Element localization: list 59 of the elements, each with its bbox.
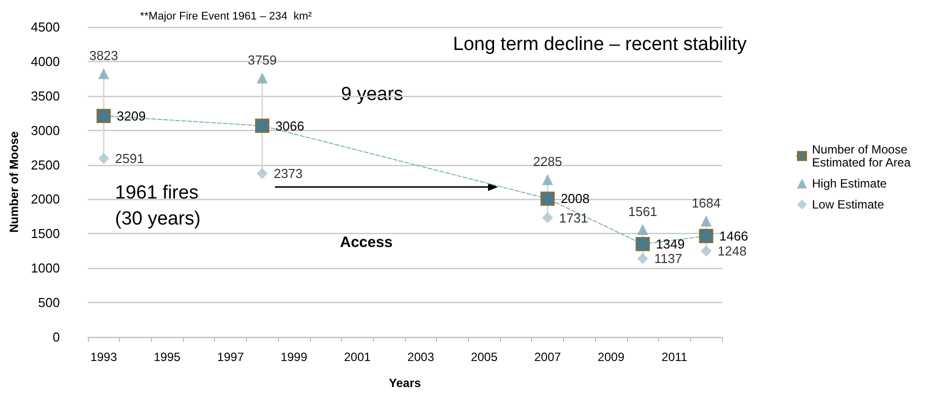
y-tick-label: 2000 — [30, 192, 60, 207]
data-label: 3066 — [275, 118, 304, 134]
y-tick-label: 4000 — [30, 54, 60, 69]
legend-label: Number of Moose Estimated for Area — [812, 142, 912, 170]
data-label: 3759 — [248, 52, 277, 68]
point — [255, 118, 270, 133]
x-tick-label: 2007 — [534, 350, 562, 364]
point — [98, 68, 110, 80]
point — [700, 246, 712, 257]
x-tick-label: 1999 — [280, 350, 308, 364]
data-label: 2008 — [560, 191, 590, 206]
point — [542, 174, 554, 186]
annotation: Access — [340, 234, 393, 251]
y-tick-label: 4500 — [30, 20, 60, 34]
x-tick-label: 1995 — [154, 350, 181, 364]
point — [96, 108, 111, 124]
y-tick-label: 500 — [38, 295, 60, 310]
point — [256, 168, 268, 180]
data-label: 1731 — [559, 210, 588, 226]
point — [700, 215, 712, 226]
data-label: 1349 — [656, 236, 685, 252]
point — [540, 192, 555, 206]
y-tick-label: 0 — [52, 330, 60, 344]
data-label: 2591 — [115, 151, 144, 166]
x-tick-label: 2011 — [662, 350, 688, 364]
y-tick-label: 1000 — [30, 260, 60, 276]
y-tick-label: 1500 — [30, 226, 60, 242]
data-label: 2373 — [274, 166, 303, 182]
annotation: 1961 fires (30 years) — [115, 182, 201, 230]
y-tick-label: 3500 — [30, 88, 60, 104]
x-tick-label: 1993 — [90, 350, 118, 364]
legend-label: High Estimate — [812, 176, 888, 190]
x-tick-label: 2003 — [407, 350, 434, 364]
y-tick-label: 3000 — [30, 122, 60, 138]
point — [636, 236, 650, 252]
x-tick-label: 2005 — [470, 350, 498, 364]
annotation: Long term decline – recent stability — [453, 34, 748, 55]
x-tick-label: 2001 — [344, 350, 372, 364]
data-label: 1137 — [654, 251, 682, 266]
x-axis-title: Years — [388, 376, 422, 390]
data-label: 1248 — [718, 244, 747, 259]
data-label: 3209 — [116, 108, 146, 124]
data-label: 1561 — [628, 204, 658, 219]
y-axis-title: Number of Moose — [7, 131, 21, 233]
point — [637, 224, 648, 235]
point — [542, 212, 554, 224]
point — [699, 228, 714, 244]
point — [637, 253, 648, 264]
point — [256, 72, 268, 84]
legend-label: Low Estimate — [812, 198, 884, 212]
data-label: 3823 — [89, 48, 118, 64]
x-tick-label: 1997 — [217, 350, 244, 364]
data-label: 1466 — [719, 228, 748, 244]
data-label: 2285 — [533, 154, 562, 170]
data-label: 1684 — [692, 195, 721, 210]
text: **Major Fire Event 1961 – 234 km² — [140, 10, 312, 22]
x-tick-label: 2009 — [598, 350, 625, 364]
y-tick-label: 2500 — [30, 157, 60, 172]
point — [98, 153, 110, 164]
